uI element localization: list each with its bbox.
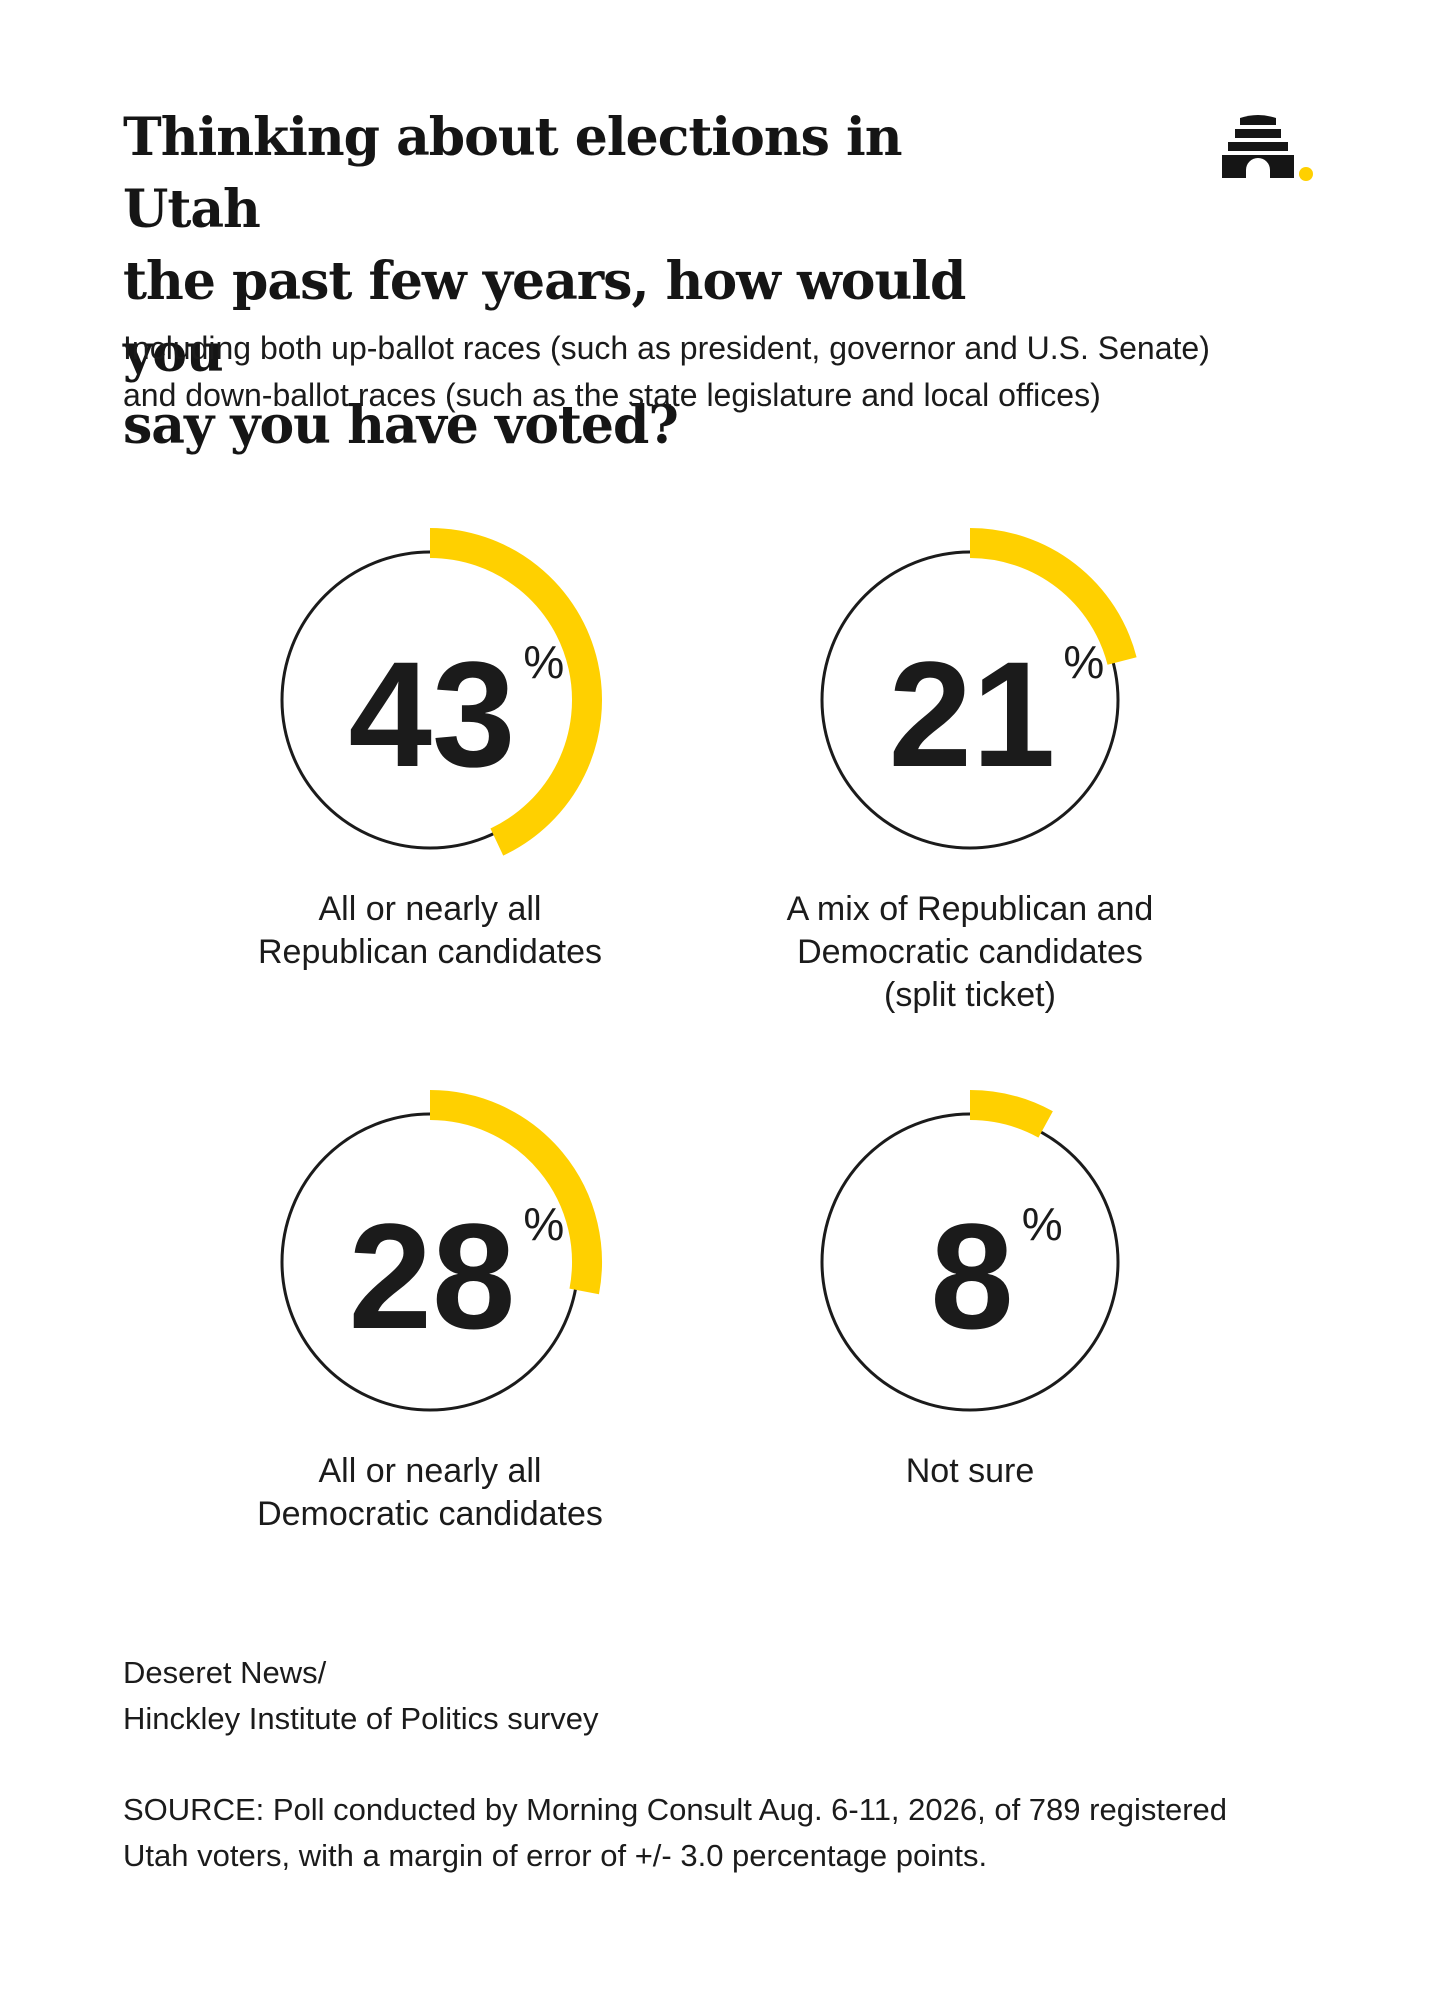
percent-sign-democratic: % (523, 1198, 564, 1250)
ring-outline-not-sure (820, 1112, 1120, 1412)
source-line-2: Utah voters, with a margin of error of +… (123, 1838, 988, 1873)
credit: Deseret News/ Hinckley Institute of Poli… (123, 1650, 1343, 1742)
beehive-logo-icon (1222, 115, 1313, 181)
value-label-split-ticket: 21 (889, 630, 1056, 798)
value-arc-democratic (429, 1090, 602, 1295)
percent-sign-not-sure: % (1022, 1198, 1063, 1250)
ring-label-democratic: All or nearly all Democratic candidates (257, 1452, 603, 1533)
ring-svg-split-ticket: 21% (820, 528, 1137, 850)
credit-line-2: Hinckley Institute of Politics survey (123, 1701, 599, 1736)
ring-svg-republican: 43% (280, 528, 602, 856)
value-arc-not-sure (969, 1090, 1053, 1138)
title-line-1: Thinking about elections in Utah (123, 107, 903, 240)
title-line-2: the past few years, how would you (123, 251, 966, 384)
subtitle-line-1: Including both up-ballot races (such as … (123, 330, 1210, 366)
subtitle-line-2: and down-ballot races (such as the state… (123, 377, 1101, 413)
source-line-1: SOURCE: Poll conducted by Morning Consul… (123, 1792, 1227, 1827)
chart-title: Thinking about elections in Utah the pas… (123, 102, 1043, 462)
percent-sign-republican: % (523, 636, 564, 688)
value-label-not-sure: 8 (930, 1192, 1013, 1360)
value-arc-split-ticket (969, 528, 1137, 665)
percent-sign-split-ticket: % (1063, 636, 1104, 688)
value-label-democratic: 28 (349, 1192, 516, 1360)
value-label-republican: 43 (349, 630, 516, 798)
value-arc-republican (429, 528, 602, 856)
ring-label-not-sure: Not sure (905, 1452, 1035, 1490)
ring-label-republican: All or nearly all Republican candidates (257, 890, 603, 971)
title-line-3: say you have voted? (123, 395, 679, 456)
credit-line-1: Deseret News/ (123, 1655, 327, 1690)
ring-outline-split-ticket (820, 550, 1120, 850)
ring-svg-not-sure: 8% (820, 1090, 1120, 1412)
chart-subtitle: Including both up-ballot races (such as … (123, 325, 1363, 419)
ring-label-split-ticket: A mix of Republican and Democratic candi… (786, 890, 1154, 1014)
ring-svg-democratic: 28% (280, 1090, 602, 1412)
source-note: SOURCE: Poll conducted by Morning Consul… (123, 1787, 1343, 1879)
